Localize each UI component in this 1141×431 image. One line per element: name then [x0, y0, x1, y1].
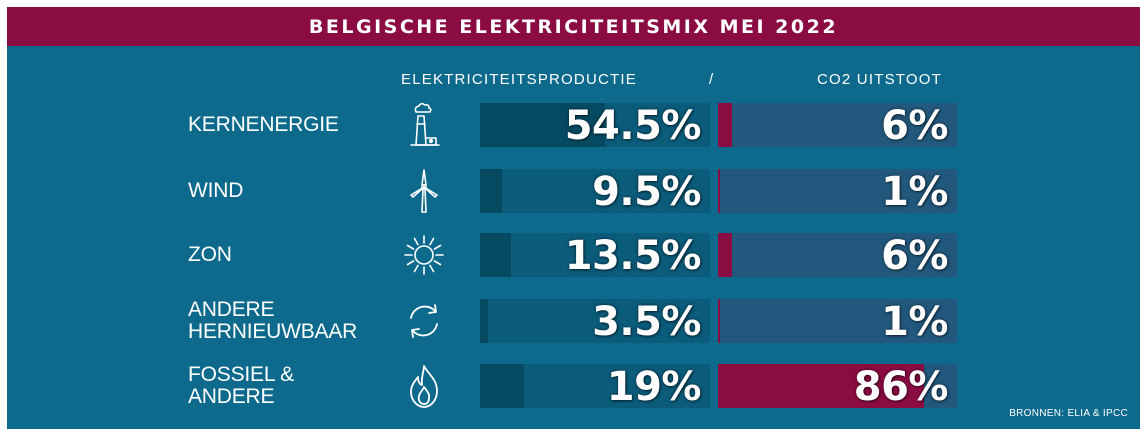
production-bar-fill: [480, 233, 512, 277]
production-value-label: 19%: [606, 364, 702, 408]
row-label-line: HERNIEUWBAAR: [188, 320, 358, 343]
production-bar: 9.5%: [480, 169, 710, 213]
header-separator: /: [709, 71, 715, 88]
co2-bar-fill: [718, 169, 721, 213]
co2-value-label: 6%: [881, 103, 948, 147]
row-label-line: ZON: [188, 243, 232, 266]
co2-bar: 86%: [718, 364, 957, 408]
co2-bar-fill: [718, 364, 924, 408]
co2-bar: 6%: [718, 103, 957, 147]
co2-value-label: 6%: [881, 233, 948, 277]
co2-bar: 1%: [718, 299, 957, 343]
co2-bar-fill: [718, 299, 721, 343]
production-value-label: 9.5%: [592, 169, 701, 213]
row-label-line: ANDERE: [188, 298, 275, 321]
row-label-line: WIND: [188, 179, 244, 202]
production-bar: 54.5%: [480, 103, 710, 147]
production-bar: 13.5%: [480, 233, 710, 277]
row-label: FOSSIEL & ANDERE: [188, 364, 294, 408]
production-value-label: 3.5%: [592, 299, 701, 343]
co2-bar: 1%: [718, 169, 957, 213]
title-banner: BELGISCHE ELEKTRICITEITSMIX MEI 2022: [7, 7, 1140, 46]
co2-value-label: 1%: [881, 169, 948, 213]
chart-title: BELGISCHE ELEKTRICITEITSMIX MEI 2022: [308, 15, 839, 38]
production-header: ELEKTRICITEITSPRODUCTIE: [401, 71, 637, 88]
production-bar-fill: [480, 103, 606, 147]
row-label-line: FOSSIEL &: [188, 363, 294, 386]
nuclear-plant-icon: [399, 100, 449, 150]
co2-bar: 6%: [718, 233, 957, 277]
row-label: ANDERE HERNIEUWBAAR: [188, 299, 357, 343]
infographic: BELGISCHE ELEKTRICITEITSMIX MEI 2022 ELE…: [7, 7, 1140, 429]
production-value-label: 54.5%: [564, 103, 702, 147]
row-label: ZON: [188, 244, 232, 266]
co2-bar-fill: [718, 233, 733, 277]
row-label: WIND: [188, 180, 243, 202]
co2-bar-fill: [718, 103, 733, 147]
production-bar-fill: [480, 299, 489, 343]
row-label-line: KERNENERGIE: [188, 113, 339, 136]
wind-turbine-icon: [399, 166, 449, 216]
production-bar: 19%: [480, 364, 710, 408]
production-value-label: 13.5%: [564, 233, 702, 277]
row-label: KERNENERGIE: [188, 114, 339, 136]
production-bar-fill: [480, 364, 524, 408]
flame-icon: [399, 361, 449, 411]
co2-value-label: 86%: [853, 364, 949, 408]
source-note: BRONNEN: ELIA & IPCC: [1009, 408, 1128, 419]
sun-icon: [399, 230, 449, 280]
co2-header: CO2 UITSTOOT: [817, 71, 942, 88]
production-bar: 3.5%: [480, 299, 710, 343]
co2-value-label: 1%: [881, 299, 948, 343]
production-bar-fill: [480, 169, 502, 213]
recycle-arrows-icon: [399, 296, 449, 346]
row-label-line: ANDERE: [188, 385, 275, 408]
